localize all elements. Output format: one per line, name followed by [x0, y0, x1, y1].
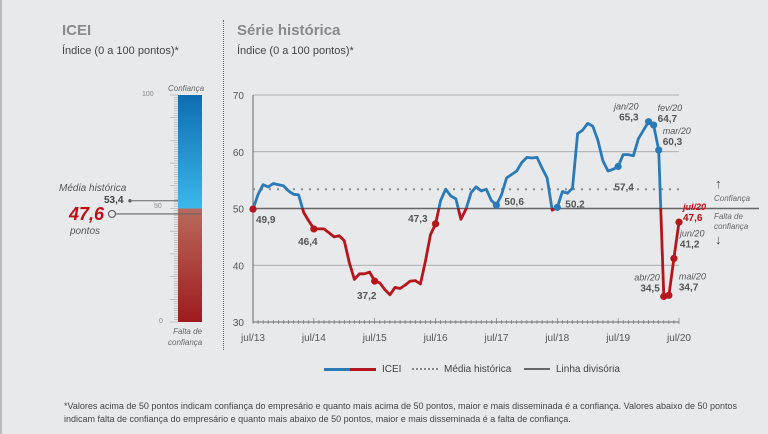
data-point-marker — [249, 205, 257, 213]
gauge-bottom-label: Falta de confiança — [168, 327, 203, 347]
chart-title: Série histórica — [237, 22, 341, 39]
legend-label: Média histórica — [444, 364, 512, 375]
data-point-marker — [371, 277, 379, 285]
section-divider — [223, 20, 224, 350]
legend-swatch-blue — [324, 367, 350, 371]
annotation-date: mai/20 — [679, 271, 706, 281]
data-point-marker — [310, 225, 318, 233]
side-label-above: Confiança — [714, 194, 751, 203]
side-label-below: Falta de confiança — [714, 212, 749, 231]
gauge-tick-0: 0 — [159, 318, 163, 325]
gauge-unit: pontos — [70, 226, 101, 237]
annotation-value: 34,5 — [640, 283, 660, 294]
annotation-value: 41,2 — [680, 239, 700, 250]
gauge-bar — [107, 94, 202, 323]
gauge-avg-value: 53,4 — [104, 195, 124, 206]
annotation-value: 50,2 — [565, 199, 585, 210]
gauge-avg-dot — [128, 198, 132, 203]
arrow-down-icon: ↓ — [715, 232, 722, 247]
y-tick-label: 60 — [233, 148, 245, 159]
x-tick-label: jul/14 — [301, 333, 326, 344]
chart-series — [251, 120, 681, 298]
data-point-marker — [650, 121, 658, 129]
gauge-confidence-fill — [178, 95, 202, 209]
chart-subtitle: Índice (0 a 100 pontos)* — [237, 45, 354, 57]
gauge-current-value: 47,6 — [69, 204, 105, 224]
annotation-date: jun/20 — [679, 228, 705, 238]
gauge-top-label: Confiança — [168, 84, 205, 93]
y-tick-label: 40 — [233, 261, 245, 272]
legend-divider: Linha divisória — [524, 364, 620, 375]
y-tick-label: 30 — [233, 318, 245, 329]
data-point-marker — [492, 201, 501, 209]
data-point-marker — [614, 162, 622, 171]
data-point-marker — [431, 220, 440, 228]
legend-swatch-solid — [524, 368, 550, 371]
icei-line-no-confidence — [251, 208, 681, 298]
annotation-value: 46,4 — [298, 237, 318, 248]
icei-line-confidence — [251, 120, 663, 208]
gauge-tick-50: 50 — [154, 203, 162, 210]
x-tick-label: jul/18 — [544, 333, 569, 344]
annotation-date: abr/20 — [634, 272, 660, 282]
arrow-up-icon: ↑ — [715, 176, 722, 191]
data-point-marker — [675, 218, 683, 226]
gauge-subtitle: Índice (0 a 100 pontos)* — [62, 45, 179, 57]
gauge-no-confidence-fill — [178, 208, 202, 322]
x-tick-label: jul/20 — [666, 333, 691, 344]
annotation-value: 49,9 — [256, 215, 276, 226]
data-point-marker — [553, 203, 561, 211]
annotation-date: fev/20 — [658, 103, 683, 113]
gauge-title: ICEI — [62, 22, 92, 39]
annotation-value: 65,3 — [619, 113, 639, 124]
annotation-value: 57,4 — [614, 183, 634, 194]
annotation-value: 64,7 — [658, 114, 678, 125]
annotation-value: 37,2 — [357, 291, 377, 302]
data-point-marker — [670, 254, 678, 263]
annotation-value: 50,6 — [504, 197, 524, 208]
x-tick-label: jul/19 — [605, 333, 630, 344]
legend-label: Linha divisória — [556, 364, 620, 375]
data-point-marker — [655, 146, 663, 154]
data-point-marker — [665, 291, 673, 299]
data-point-marker — [644, 118, 653, 126]
annotation-value: 47,3 — [408, 214, 428, 225]
legend-icei: ICEI — [324, 364, 401, 375]
x-tick-label: jul/13 — [240, 333, 265, 344]
annotation-value: 47,6 — [683, 213, 703, 224]
gauge-current-marker — [107, 209, 117, 219]
annotation-date: jan/20 — [613, 102, 639, 112]
legend-swatch-red — [350, 367, 376, 371]
chart-grid: 30 40 50 60 70 jul/13 jul/14 jul/15 jul/16 jul/17… — [233, 91, 759, 344]
footnote: *Valores acima de 50 pontos indicam conf… — [64, 401, 738, 424]
legend-swatch-dotted — [412, 368, 438, 371]
legend-label: ICEI — [382, 364, 402, 375]
x-tick-label: jul/16 — [423, 333, 448, 344]
y-tick-label: 70 — [233, 91, 245, 102]
annotation-date: jul/20 — [682, 202, 706, 212]
x-tick-label: jul/15 — [362, 333, 387, 344]
x-tick-label: jul/17 — [483, 333, 508, 344]
gauge-avg-label: Média histórica — [59, 183, 127, 194]
annotation-value: 34,7 — [679, 282, 699, 293]
y-tick-label: 50 — [233, 205, 245, 216]
annotation-value: 60,3 — [663, 137, 683, 148]
gauge-tick-100: 100 — [142, 91, 154, 98]
legend-avg: Média histórica — [412, 364, 511, 375]
annotation-date: mar/20 — [663, 126, 691, 136]
